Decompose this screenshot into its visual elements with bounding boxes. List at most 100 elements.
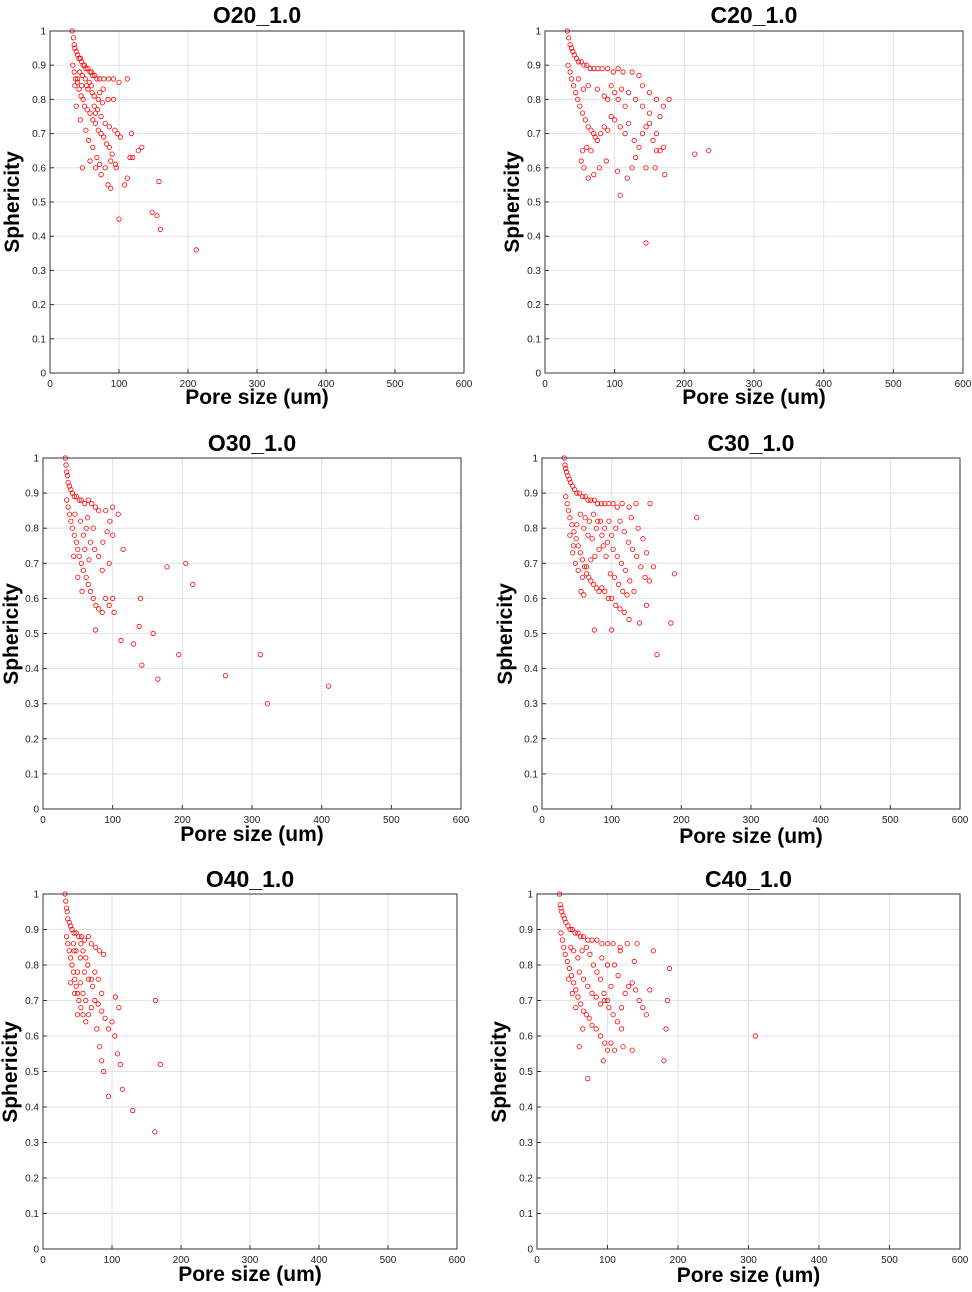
data-point (664, 997, 671, 1004)
data-point (95, 96, 101, 103)
data-point (76, 86, 82, 92)
data-point (585, 124, 591, 130)
data-point (72, 976, 78, 982)
data-point (92, 997, 98, 1004)
data-point (671, 571, 678, 577)
data-point (72, 990, 78, 997)
data-point (582, 493, 588, 500)
y-tick-label: 0.3 (527, 266, 541, 277)
y-tick-label: 0.4 (25, 1103, 39, 1114)
data-point (117, 1061, 123, 1068)
y-tick-label: 0 (40, 369, 46, 380)
data-point (106, 602, 112, 609)
x-tick-label: 600 (952, 815, 969, 826)
x-tick-label: 300 (743, 815, 760, 826)
data-point (561, 944, 567, 950)
data-point (157, 226, 163, 232)
x-tick-label: 200 (180, 379, 197, 390)
data-point (589, 990, 595, 997)
y-tick-label: 0 (33, 805, 39, 816)
data-point (85, 515, 91, 521)
data-point (631, 137, 637, 143)
data-point (591, 627, 597, 633)
data-point (104, 141, 110, 147)
data-point (614, 168, 621, 174)
data-point (591, 131, 597, 137)
data-point (73, 103, 79, 109)
data-point (83, 955, 89, 961)
data-point (612, 90, 618, 96)
data-point (150, 630, 156, 637)
data-point (115, 511, 121, 517)
data-point (155, 676, 161, 682)
data-point (629, 546, 636, 552)
data-point (97, 948, 103, 954)
data-point (101, 76, 107, 82)
data-point (590, 511, 597, 517)
data-point (70, 941, 77, 947)
data-point (591, 497, 597, 503)
data-point (599, 532, 605, 538)
data-point (74, 1012, 81, 1018)
data-point (107, 518, 113, 524)
y-tick-label: 0 (535, 369, 541, 380)
data-point (76, 997, 82, 1004)
data-point (190, 581, 196, 588)
x-tick-label: 0 (539, 815, 545, 826)
data-point (71, 493, 77, 500)
data-point (94, 154, 100, 161)
data-point (106, 560, 112, 566)
data-point (95, 976, 101, 982)
data-point (596, 588, 602, 595)
x-tick-label: 600 (456, 379, 473, 390)
data-point (592, 553, 598, 559)
data-point (222, 672, 229, 679)
y-tick-label: 0.3 (25, 699, 39, 710)
data-point (653, 96, 660, 103)
data-point (573, 536, 579, 542)
x-tick-label: 400 (313, 815, 330, 826)
data-point (570, 48, 576, 55)
y-tick-label: 0.8 (524, 524, 538, 535)
data-point (71, 930, 77, 936)
data-point (579, 493, 586, 500)
data-point (80, 567, 87, 573)
data-point (112, 161, 119, 167)
data-point (73, 948, 79, 954)
y-tick-label: 0.4 (524, 664, 538, 675)
data-point (569, 926, 575, 933)
data-point (580, 1026, 586, 1032)
data-point (101, 134, 107, 140)
data-point (92, 627, 98, 633)
data-point (572, 930, 578, 936)
data-point (575, 76, 582, 82)
data-point (576, 490, 583, 496)
x-tick-label: 600 (952, 1255, 969, 1266)
data-point (574, 490, 580, 496)
data-point (576, 1044, 582, 1050)
data-point (128, 131, 134, 137)
data-point (118, 637, 124, 644)
y-tick-label: 0.2 (25, 734, 39, 745)
data-point (602, 588, 608, 595)
data-point (570, 543, 577, 549)
data-point (80, 948, 86, 954)
y-tick-label: 0.4 (527, 232, 541, 243)
data-point (588, 557, 594, 563)
y-tick-label: 0.7 (524, 559, 538, 570)
data-point (63, 462, 69, 468)
data-point (752, 1033, 759, 1039)
data-point (590, 581, 597, 588)
data-point (110, 76, 117, 82)
data-point (609, 627, 615, 633)
data-point (619, 500, 625, 507)
data-point (581, 62, 587, 68)
x-tick-label: 400 (812, 815, 829, 826)
data-point (643, 550, 650, 556)
data-point (617, 948, 623, 954)
